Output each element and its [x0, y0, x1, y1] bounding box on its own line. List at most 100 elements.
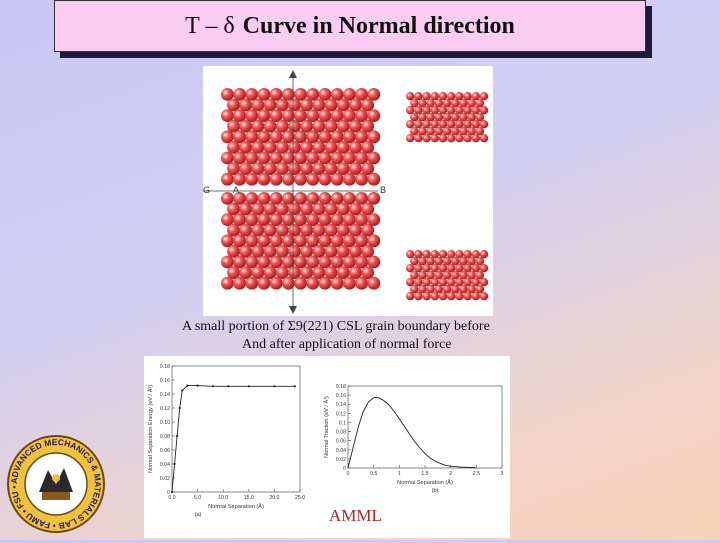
atom [463, 106, 472, 115]
atom [349, 202, 362, 216]
atom [367, 88, 381, 101]
atom [306, 151, 320, 165]
crystal-image: G A B [203, 66, 493, 316]
series-line [171, 385, 295, 493]
atom [245, 192, 259, 205]
atom [312, 98, 326, 112]
atom [306, 276, 320, 290]
x-tick-label: 25.0 [295, 495, 305, 501]
atom [349, 266, 362, 279]
atom [257, 276, 271, 290]
atom [442, 257, 452, 266]
atom [438, 264, 448, 273]
atom [410, 257, 419, 266]
y-tick-label: 0.18 [160, 364, 170, 370]
axis-arrow-up [289, 70, 297, 78]
atom [227, 162, 240, 175]
y-tick-label: 0.18 [336, 384, 346, 390]
atom [288, 98, 301, 112]
atom [467, 113, 476, 122]
atom [414, 292, 423, 301]
atom [306, 192, 320, 205]
atom [300, 245, 314, 258]
atom [442, 127, 452, 136]
atom [471, 120, 480, 129]
atom [418, 113, 427, 122]
atom [455, 264, 464, 273]
atom [434, 113, 444, 122]
label-a: A [233, 185, 239, 195]
atom [233, 192, 246, 205]
atom [349, 119, 362, 133]
atom [221, 234, 234, 248]
atom [438, 106, 448, 115]
atom [438, 92, 448, 101]
atom [227, 266, 240, 279]
atom [355, 151, 368, 165]
atom [263, 223, 277, 237]
atom [239, 202, 253, 216]
y-tick-label: 0.08 [160, 434, 170, 440]
atom [406, 120, 415, 129]
y-tick-label: 0.08 [336, 430, 346, 436]
x-axis-label: Normal Separation (Å) [397, 479, 453, 486]
atom [438, 278, 448, 287]
atom [343, 192, 356, 205]
atom [294, 109, 307, 122]
x-tick-label: 3 [501, 471, 504, 477]
atom [288, 266, 301, 279]
atom [475, 257, 485, 266]
x-tick-label: 2 [449, 471, 452, 477]
atom [221, 130, 234, 144]
atom [455, 292, 464, 301]
atom [349, 141, 362, 154]
atom [288, 223, 301, 237]
atom [263, 98, 277, 112]
atom [451, 285, 460, 294]
atom [479, 134, 489, 143]
atom [269, 276, 283, 290]
atom [330, 130, 344, 144]
atom [251, 266, 265, 279]
atom [367, 130, 381, 144]
atom [330, 255, 344, 269]
atom [475, 271, 485, 280]
atom [275, 202, 289, 216]
atom [269, 172, 283, 186]
atom [367, 276, 381, 290]
atom [257, 151, 271, 165]
atom [361, 202, 375, 216]
atom [233, 172, 246, 186]
y-tick-label: 0 [343, 466, 346, 472]
data-point [293, 385, 296, 388]
atom [324, 98, 338, 112]
atom [406, 106, 415, 115]
atom [459, 127, 468, 136]
atom [406, 264, 415, 273]
data-point [196, 384, 199, 387]
atoms-separated-top [406, 92, 489, 143]
atom [343, 88, 356, 101]
atom [324, 223, 338, 237]
atom [367, 213, 381, 227]
atom [418, 257, 427, 266]
atom [447, 250, 456, 259]
lab-logo: ADVANCED MECHANICS & MATERIALS LAB • FAM… [6, 434, 106, 534]
atom [318, 151, 332, 165]
atom [361, 223, 375, 237]
atom [257, 130, 271, 144]
atom [251, 141, 265, 154]
atom [414, 92, 423, 101]
atom [434, 285, 444, 294]
atom [288, 141, 301, 154]
atom [367, 255, 381, 269]
atom [269, 88, 283, 101]
atom [438, 134, 448, 143]
atom [330, 109, 344, 122]
atom [471, 92, 480, 101]
atom [269, 151, 283, 165]
atom [442, 285, 452, 294]
atom [475, 285, 485, 294]
atom [479, 264, 489, 273]
atom [257, 109, 271, 122]
